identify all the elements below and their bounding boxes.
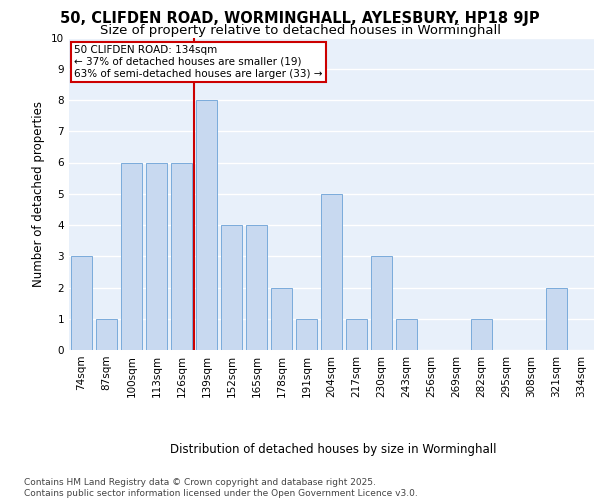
Text: Distribution of detached houses by size in Worminghall: Distribution of detached houses by size … xyxy=(170,442,496,456)
Bar xyxy=(296,319,317,350)
Y-axis label: Number of detached properties: Number of detached properties xyxy=(32,101,46,287)
Bar xyxy=(346,319,367,350)
Bar xyxy=(371,256,392,350)
Bar xyxy=(196,100,217,350)
Text: 50, CLIFDEN ROAD, WORMINGHALL, AYLESBURY, HP18 9JP: 50, CLIFDEN ROAD, WORMINGHALL, AYLESBURY… xyxy=(60,12,540,26)
Bar xyxy=(321,194,342,350)
Bar xyxy=(96,319,117,350)
Bar xyxy=(546,288,567,350)
Bar xyxy=(271,288,292,350)
Bar xyxy=(121,162,142,350)
Text: Size of property relative to detached houses in Worminghall: Size of property relative to detached ho… xyxy=(100,24,500,37)
Bar xyxy=(246,225,267,350)
Bar xyxy=(71,256,92,350)
Text: 50 CLIFDEN ROAD: 134sqm
← 37% of detached houses are smaller (19)
63% of semi-de: 50 CLIFDEN ROAD: 134sqm ← 37% of detache… xyxy=(74,46,323,78)
Bar xyxy=(396,319,417,350)
Text: Contains HM Land Registry data © Crown copyright and database right 2025.
Contai: Contains HM Land Registry data © Crown c… xyxy=(24,478,418,498)
Bar xyxy=(471,319,492,350)
Bar xyxy=(221,225,242,350)
Bar xyxy=(146,162,167,350)
Bar xyxy=(171,162,192,350)
